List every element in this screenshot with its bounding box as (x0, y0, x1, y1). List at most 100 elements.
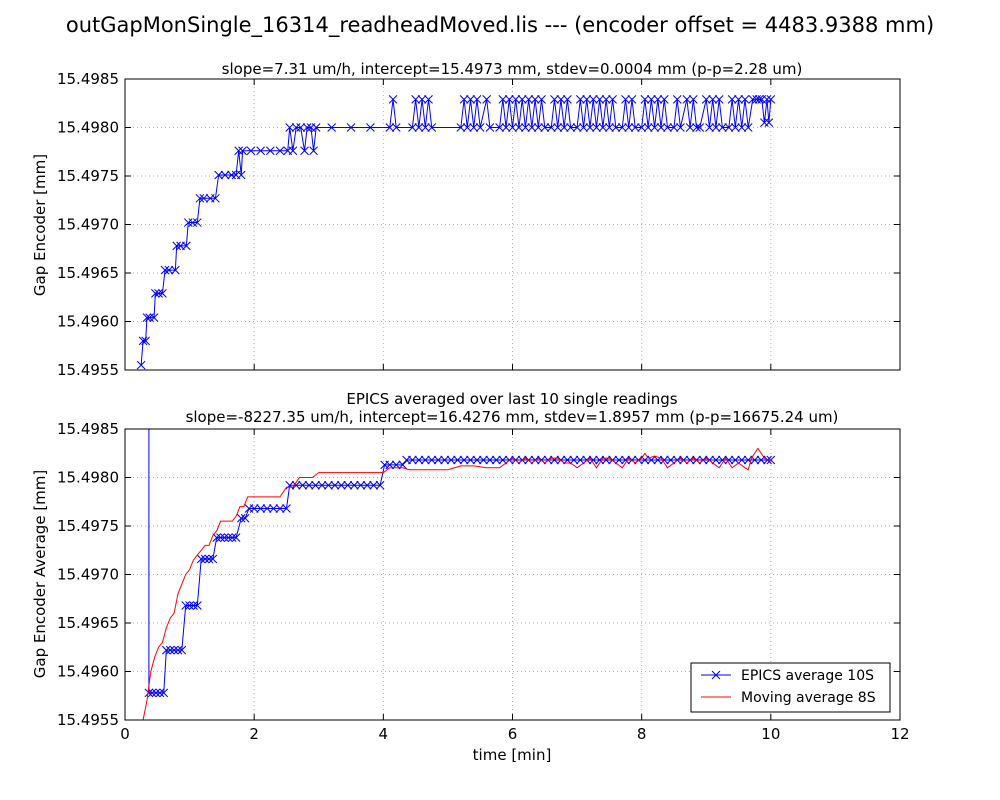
y-tick-label: 15.4975 (57, 517, 119, 535)
data-point-marker (369, 480, 378, 490)
data-point-marker (256, 504, 265, 513)
data-point-marker (214, 170, 223, 180)
data-point-marker (440, 455, 450, 465)
data-point-marker (269, 504, 278, 513)
data-point-marker (485, 455, 495, 465)
data-point-marker (138, 336, 148, 346)
x-tick-label: 4 (379, 725, 389, 743)
data-point-marker (236, 170, 246, 180)
data-point-marker (524, 95, 533, 104)
data-point-marker (588, 455, 598, 465)
data-point-marker (417, 95, 427, 104)
data-point-marker (621, 455, 630, 465)
data-point-marker (411, 95, 420, 104)
y-tick-label: 15.4985 (57, 70, 119, 88)
data-point-marker (262, 504, 272, 513)
data-point-marker (169, 645, 179, 655)
data-point-marker (136, 360, 146, 370)
y-tick-label: 15.4955 (57, 361, 119, 379)
top-y-axis-label: Gap Encoder [mm] (31, 154, 49, 296)
data-point-marker (164, 265, 174, 275)
data-point-marker (291, 480, 301, 490)
data-point-marker (659, 95, 669, 104)
data-point-marker (311, 123, 321, 132)
data-point-marker (145, 313, 154, 322)
data-point-marker (695, 123, 705, 132)
data-point-marker (151, 289, 160, 298)
data-point-marker (149, 313, 159, 322)
data-point-marker (275, 504, 285, 513)
data-point-marker (181, 601, 191, 610)
bottom-series (142, 429, 776, 720)
data-point-marker (288, 146, 298, 156)
data-point-marker (414, 123, 424, 132)
data-point-marker (740, 95, 750, 104)
bottom-y-axis-label: Gap Encoder Average [mm] (31, 470, 49, 679)
data-point-marker (737, 455, 747, 465)
data-point-marker (730, 455, 740, 465)
x-tick-label: 10 (761, 725, 780, 743)
series-gap-encoder (136, 95, 776, 370)
data-point-marker (208, 554, 218, 564)
data-point-marker (366, 123, 375, 132)
data-point-marker (718, 455, 727, 465)
top-plot-frame (124, 78, 901, 371)
data-point-marker (362, 480, 372, 490)
data-point-marker (572, 123, 582, 132)
data-point-marker (495, 123, 504, 132)
data-point-marker (504, 95, 514, 104)
bottom-y-axis-ticks: 15.4955 15.4960 15.4965 15.4970 15.4975 15.49… (57, 420, 900, 729)
y-tick-label: 15.4965 (57, 614, 119, 632)
data-point-marker (653, 455, 663, 465)
data-point-marker (492, 455, 501, 465)
data-point-marker (598, 123, 608, 132)
data-point-marker (479, 455, 488, 465)
data-point-marker (282, 504, 291, 513)
legend-label: Moving average 8S (741, 690, 876, 706)
data-point-marker (727, 95, 737, 104)
x-tick-label: 0 (120, 725, 130, 743)
data-point-marker (337, 480, 346, 490)
data-point-marker (685, 123, 695, 132)
series-line (148, 429, 771, 694)
data-point-marker (265, 146, 275, 156)
data-point-marker (256, 146, 265, 156)
data-point-marker (472, 95, 482, 104)
data-point-marker (147, 688, 157, 698)
data-point-marker (546, 123, 556, 132)
data-point-marker (249, 504, 259, 513)
bottom-x-axis-label: time [min] (473, 746, 552, 764)
data-point-marker (385, 123, 395, 132)
data-point-marker (196, 554, 206, 564)
data-point-marker (304, 480, 314, 490)
data-point-marker (427, 455, 437, 465)
bottom-plot-frame (124, 428, 901, 721)
data-point-marker (656, 123, 666, 132)
data-point-marker (311, 480, 320, 490)
y-tick-label: 15.4985 (57, 420, 119, 438)
data-point-marker (566, 123, 575, 132)
data-point-marker (669, 123, 679, 132)
data-point-marker (754, 95, 764, 104)
y-tick-label: 15.4980 (57, 119, 119, 137)
data-point-marker (621, 95, 630, 104)
data-point-marker (595, 95, 605, 104)
data-point-marker (433, 455, 443, 465)
data-point-marker (172, 241, 182, 251)
data-point-marker (317, 480, 327, 490)
legend-swatch-marker (711, 670, 721, 680)
data-point-marker (730, 123, 740, 132)
data-point-marker (216, 533, 225, 542)
data-point-marker (585, 123, 595, 132)
data-point-marker (537, 95, 546, 104)
data-point-marker (705, 123, 714, 132)
series-line (142, 447, 771, 720)
top-series (136, 95, 776, 370)
data-point-marker (666, 455, 676, 465)
data-point-marker (459, 95, 469, 104)
data-point-marker (521, 123, 530, 132)
data-point-marker (637, 123, 647, 132)
y-tick-label: 15.4960 (57, 313, 119, 331)
data-point-marker (559, 123, 569, 132)
